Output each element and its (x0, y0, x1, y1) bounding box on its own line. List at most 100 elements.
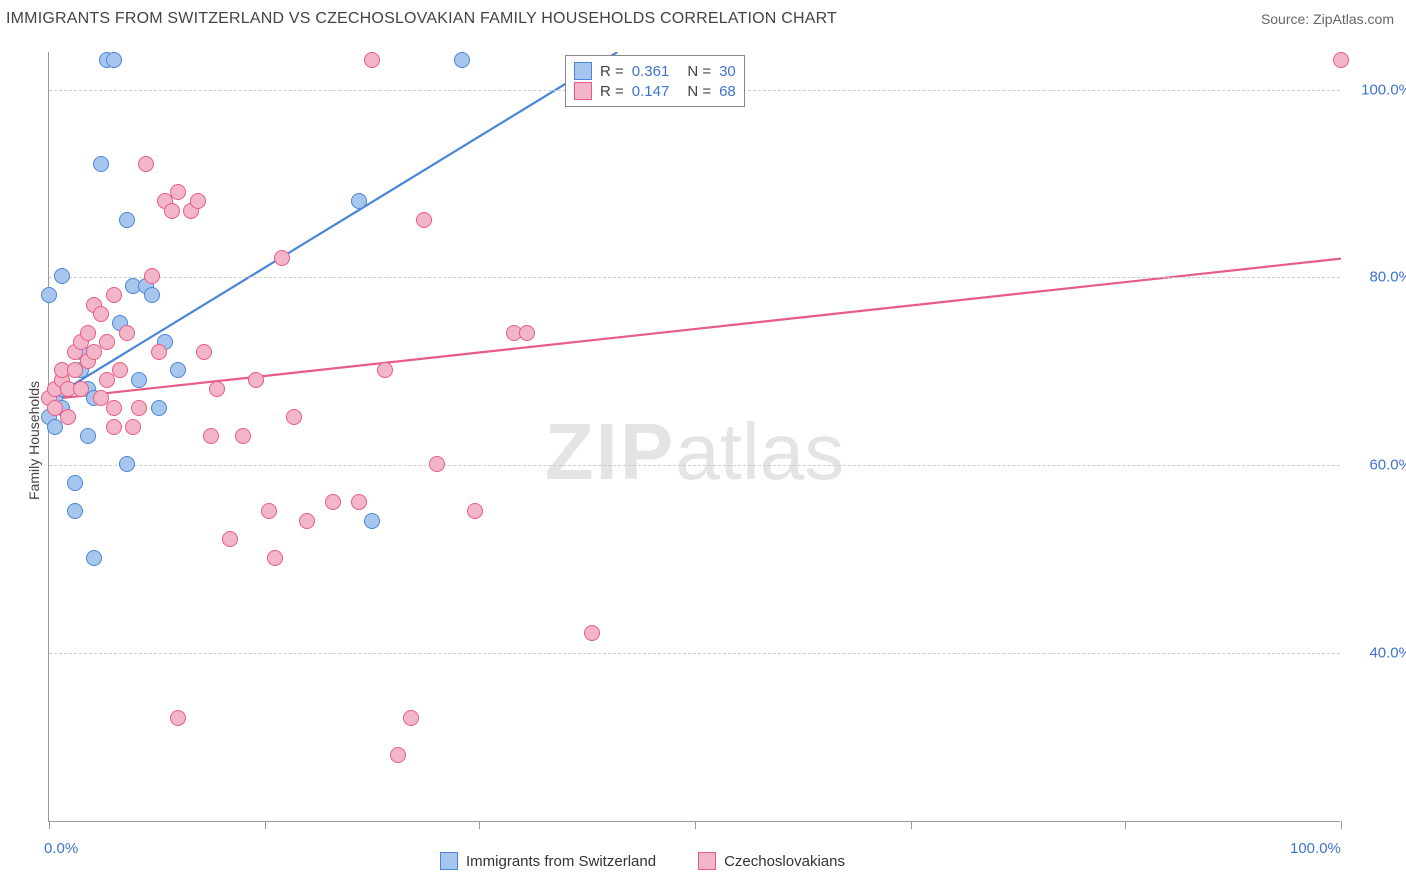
data-point (377, 362, 393, 378)
source-attribution: Source: ZipAtlas.com (1261, 11, 1394, 27)
watermark-atlas: atlas (675, 407, 844, 496)
data-point (584, 625, 600, 641)
stats-row: R = 0.147 N = 68 (574, 82, 736, 100)
bottom-legend: Immigrants from Switzerland Czechoslovaki… (440, 852, 845, 870)
stat-n-value: 68 (719, 83, 736, 100)
plot-area: ZIPatlas 40.0%60.0%80.0%100.0% (48, 52, 1340, 822)
data-point (106, 419, 122, 435)
x-axis-label: 0.0% (44, 840, 78, 857)
data-point (261, 503, 277, 519)
data-point (274, 250, 290, 266)
data-point (93, 156, 109, 172)
stat-n-label: N = (687, 83, 711, 100)
data-point (41, 287, 57, 303)
data-point (164, 203, 180, 219)
y-tick-label: 60.0% (1352, 457, 1406, 474)
data-point (67, 475, 83, 491)
gridline (49, 277, 1340, 278)
stat-n-label: N = (687, 63, 711, 80)
data-point (248, 372, 264, 388)
stat-r-label: R = (600, 63, 624, 80)
data-point (325, 494, 341, 510)
data-point (80, 428, 96, 444)
data-point (364, 513, 380, 529)
x-tick (479, 821, 480, 829)
legend-swatch (698, 852, 716, 870)
chart-title: IMMIGRANTS FROM SWITZERLAND VS CZECHOSLO… (6, 10, 837, 28)
data-point (170, 362, 186, 378)
y-tick-label: 100.0% (1352, 81, 1406, 98)
data-point (93, 306, 109, 322)
gridline (49, 653, 1340, 654)
data-point (209, 381, 225, 397)
y-tick-label: 40.0% (1352, 644, 1406, 661)
data-point (519, 325, 535, 341)
data-point (138, 156, 154, 172)
legend-label: Immigrants from Switzerland (466, 853, 656, 870)
data-point (351, 193, 367, 209)
data-point (131, 372, 147, 388)
data-point (286, 409, 302, 425)
stat-r-label: R = (600, 83, 624, 100)
stats-legend-box: R = 0.361 N = 30 R = 0.147 N = 68 (565, 55, 745, 107)
data-point (390, 747, 406, 763)
legend-item: Immigrants from Switzerland (440, 852, 656, 870)
data-point (429, 456, 445, 472)
data-point (99, 334, 115, 350)
data-point (151, 400, 167, 416)
stat-n-value: 30 (719, 63, 736, 80)
data-point (54, 268, 70, 284)
correlation-chart: IMMIGRANTS FROM SWITZERLAND VS CZECHOSLO… (0, 0, 1406, 892)
chart-header: IMMIGRANTS FROM SWITZERLAND VS CZECHOSLO… (0, 0, 1406, 38)
stat-r-value: 0.147 (632, 83, 670, 100)
data-point (125, 419, 141, 435)
data-point (222, 531, 238, 547)
legend-label: Czechoslovakians (724, 853, 845, 870)
data-point (151, 344, 167, 360)
stat-r-value: 0.361 (632, 63, 670, 80)
x-tick (1341, 821, 1342, 829)
data-point (1333, 52, 1349, 68)
x-tick (265, 821, 266, 829)
data-point (80, 325, 96, 341)
gridline (49, 465, 1340, 466)
series-swatch (574, 62, 592, 80)
data-point (106, 52, 122, 68)
data-point (235, 428, 251, 444)
x-tick (1125, 821, 1126, 829)
data-point (196, 344, 212, 360)
x-tick (911, 821, 912, 829)
data-point (364, 52, 380, 68)
y-tick-label: 80.0% (1352, 269, 1406, 286)
y-axis-label: Family Households (26, 381, 42, 500)
data-point (144, 268, 160, 284)
data-point (86, 550, 102, 566)
data-point (106, 287, 122, 303)
data-point (203, 428, 219, 444)
data-point (170, 184, 186, 200)
x-tick (695, 821, 696, 829)
watermark-zip: ZIP (545, 407, 675, 496)
data-point (119, 212, 135, 228)
data-point (454, 52, 470, 68)
legend-item: Czechoslovakians (698, 852, 845, 870)
data-point (351, 494, 367, 510)
data-point (467, 503, 483, 519)
stats-row: R = 0.361 N = 30 (574, 62, 736, 80)
data-point (144, 287, 160, 303)
x-tick (49, 821, 50, 829)
data-point (106, 400, 122, 416)
x-axis-label: 100.0% (1290, 840, 1341, 857)
data-point (190, 193, 206, 209)
legend-swatch (440, 852, 458, 870)
data-point (119, 456, 135, 472)
data-point (73, 381, 89, 397)
series-swatch (574, 82, 592, 100)
data-point (267, 550, 283, 566)
watermark: ZIPatlas (545, 406, 844, 498)
data-point (403, 710, 419, 726)
data-point (170, 710, 186, 726)
data-point (112, 362, 128, 378)
data-point (131, 400, 147, 416)
data-point (60, 409, 76, 425)
